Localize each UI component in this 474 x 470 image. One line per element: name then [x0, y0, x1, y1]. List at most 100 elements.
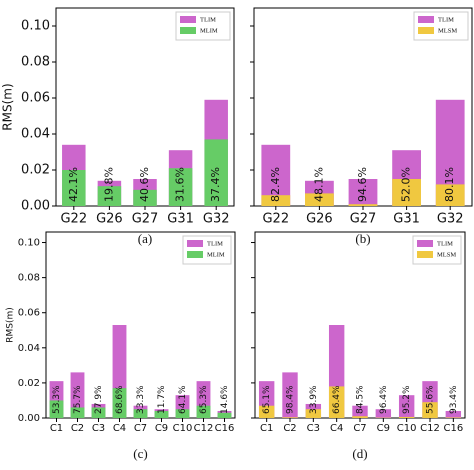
- x-tick-label: G31: [393, 212, 420, 227]
- bar: [196, 405, 211, 418]
- bar: [70, 372, 85, 418]
- bar-annotation: 40.6%: [138, 167, 151, 202]
- caption: (c): [133, 446, 147, 461]
- bar-annotation: 52.0%: [400, 167, 413, 202]
- bar: [168, 168, 193, 206]
- y-tick-label: 0.04: [18, 343, 40, 354]
- bar: [70, 407, 85, 418]
- y-tick-label: 0.06: [21, 91, 50, 106]
- bar-annotation: 37.4%: [209, 167, 222, 202]
- bar: [398, 395, 415, 418]
- legend-swatch: [417, 251, 433, 258]
- x-tick-label: C4: [330, 423, 343, 434]
- legend-swatch: [418, 16, 434, 23]
- bar-annotation: 82.4%: [269, 167, 282, 202]
- x-tick-label: C16: [443, 423, 463, 434]
- x-tick-label: C10: [173, 423, 193, 434]
- bar: [305, 409, 322, 418]
- bar: [154, 410, 169, 418]
- bar-annotation: 42.1%: [67, 167, 80, 202]
- x-tick-label: G26: [96, 212, 123, 227]
- x-tick-label: C3: [92, 423, 105, 434]
- caption: (a): [138, 231, 152, 246]
- bar: [328, 386, 345, 418]
- bar: [204, 139, 228, 206]
- y-tick-label: 0.10: [21, 19, 50, 34]
- y-axis-label: RMS(m): [1, 83, 15, 130]
- legend-label: TLIM: [438, 16, 454, 23]
- x-tick-label: G26: [306, 212, 333, 227]
- bar: [217, 412, 232, 418]
- bar: [375, 409, 392, 418]
- bar: [133, 409, 148, 418]
- bar-annotation: 96.4%: [379, 385, 389, 414]
- bar-annotation: 93.4%: [449, 385, 459, 414]
- y-axis-label: RMS(m): [6, 307, 16, 343]
- x-tick-label: C16: [215, 423, 235, 434]
- x-tick-label: C7: [134, 423, 147, 434]
- bar: [261, 195, 291, 206]
- bar-annotation: 27.9%: [94, 385, 104, 414]
- bar-annotation: 33.3%: [136, 385, 146, 414]
- legend-label: MLIM: [200, 27, 218, 34]
- bar: [305, 193, 334, 206]
- y-tick-label: 0.02: [18, 378, 40, 389]
- bar: [282, 417, 298, 418]
- y-tick-label: 0.00: [21, 199, 50, 214]
- x-tick-label: C2: [283, 423, 296, 434]
- bar-annotation: 65.1%: [262, 385, 272, 414]
- bar: [398, 416, 415, 418]
- y-tick-label: 0.08: [21, 55, 50, 70]
- bar-annotation: 66.4%: [332, 385, 342, 414]
- bar-annotation: 84.5%: [356, 385, 366, 414]
- x-tick-label: C4: [113, 423, 126, 434]
- bar-annotation: 95.2%: [402, 385, 412, 414]
- legend-swatch: [187, 251, 203, 258]
- bar-annotation: 31.6%: [174, 167, 187, 202]
- bar-annotation: 53.3%: [52, 385, 62, 414]
- bar-annotation: 75.7%: [73, 385, 83, 414]
- y-tick-label: 0.06: [18, 308, 40, 319]
- bar-annotation: 19.8%: [102, 167, 115, 202]
- bar: [49, 400, 64, 418]
- legend-label: TLIM: [207, 240, 223, 247]
- x-tick-label: C9: [377, 423, 390, 434]
- caption: (b): [355, 231, 370, 246]
- legend-swatch: [417, 240, 433, 247]
- bar: [445, 417, 462, 418]
- bar-annotation: 64.1%: [178, 385, 188, 414]
- x-tick-label: G31: [167, 212, 194, 227]
- x-tick-label: C1: [50, 423, 63, 434]
- bar: [352, 405, 368, 418]
- legend-label: TLIM: [200, 16, 216, 23]
- bar: [282, 372, 298, 418]
- legend-label: TLIM: [437, 240, 453, 247]
- legend-box: [413, 11, 469, 41]
- x-tick-label: G32: [203, 212, 230, 227]
- bar: [62, 170, 86, 206]
- bar-annotation: 55.6%: [426, 385, 436, 414]
- y-tick-label: 0.04: [21, 127, 50, 142]
- x-tick-label: C12: [194, 423, 214, 434]
- x-tick-label: C7: [353, 423, 366, 434]
- bar-annotation: 33.9%: [309, 385, 319, 414]
- bar: [352, 416, 368, 418]
- x-tick-label: C10: [397, 423, 417, 434]
- bar-annotation: 94.6%: [356, 167, 369, 202]
- legend-label: MLSM: [437, 251, 456, 258]
- legend-swatch: [180, 27, 196, 34]
- caption: (d): [352, 446, 367, 461]
- bar: [348, 204, 378, 206]
- x-tick-label: C12: [420, 423, 440, 434]
- bar: [97, 186, 122, 206]
- x-tick-label: C3: [307, 423, 320, 434]
- legend-label: MLIM: [207, 251, 225, 258]
- bar: [91, 407, 106, 418]
- y-tick-label: 0.00: [18, 413, 40, 424]
- bar: [175, 409, 190, 418]
- bar: [348, 179, 378, 206]
- y-tick-label: 0.08: [18, 273, 40, 284]
- bar-annotation: 98.4%: [286, 385, 296, 414]
- x-tick-label: C2: [71, 423, 84, 434]
